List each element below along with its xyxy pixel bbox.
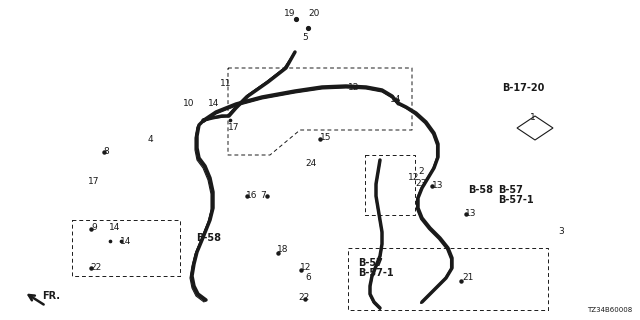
Text: 1: 1 [530,114,536,123]
Text: 20: 20 [308,9,319,18]
Text: 3: 3 [558,228,564,236]
Text: 18: 18 [277,245,289,254]
Text: 24: 24 [305,158,316,167]
Text: 10: 10 [183,99,195,108]
Text: B-57: B-57 [358,258,383,268]
Text: 14: 14 [390,95,401,105]
Text: 4: 4 [148,135,154,145]
Text: 13: 13 [432,180,444,189]
Text: 14: 14 [208,99,220,108]
Text: 13: 13 [465,209,477,218]
Text: 6: 6 [305,274,311,283]
Text: B-57-1: B-57-1 [358,268,394,278]
Text: 16: 16 [246,191,257,201]
Text: 21: 21 [462,274,474,283]
Text: 9: 9 [91,223,97,233]
Text: B-57: B-57 [498,185,523,195]
Text: 22: 22 [298,293,309,302]
Text: B-58: B-58 [468,185,493,195]
Text: 17: 17 [228,124,239,132]
Text: 7: 7 [260,191,266,201]
Text: 23: 23 [415,179,426,188]
Text: B-17-20: B-17-20 [502,83,545,93]
Text: 8: 8 [103,147,109,156]
Text: 17: 17 [88,177,99,186]
Text: 5: 5 [302,34,308,43]
Text: B-57-1: B-57-1 [498,195,534,205]
Text: 22: 22 [90,263,101,273]
Text: TZ34B60008: TZ34B60008 [587,307,632,313]
Text: 14: 14 [109,223,120,233]
Text: 19: 19 [284,9,296,18]
Text: 2: 2 [418,167,424,177]
Text: B-58: B-58 [196,233,221,243]
Text: 14: 14 [120,237,131,246]
Text: 11: 11 [220,78,232,87]
Text: 12: 12 [348,84,360,92]
Text: 15: 15 [320,133,332,142]
Text: FR.: FR. [42,291,60,301]
Text: 12: 12 [300,263,312,273]
Text: 12: 12 [408,173,419,182]
